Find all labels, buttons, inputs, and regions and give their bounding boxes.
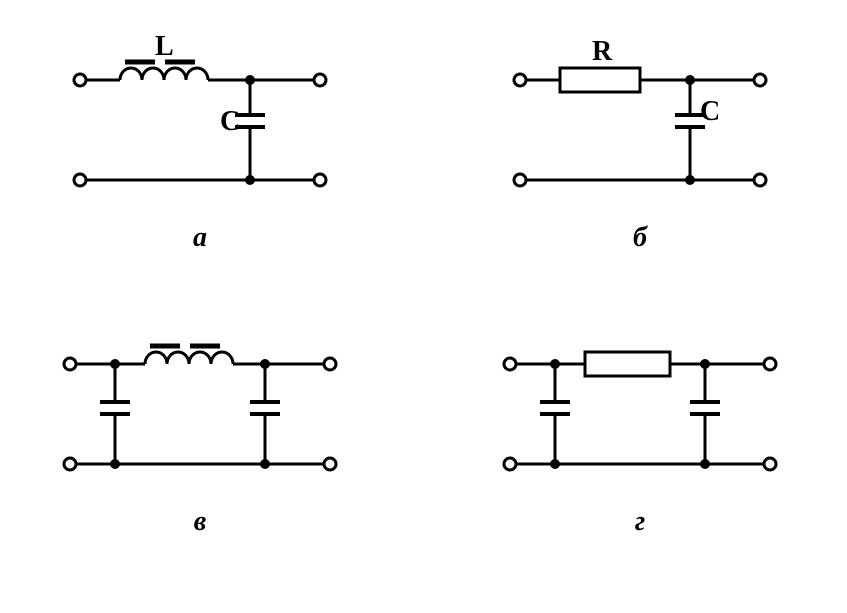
node: [700, 459, 710, 469]
terminal: [314, 74, 326, 86]
resistor-icon: [560, 68, 640, 92]
inductor-label: L: [155, 31, 174, 62]
terminal: [504, 358, 516, 370]
terminal: [764, 458, 776, 470]
terminal: [754, 74, 766, 86]
circuit-label-v: в: [194, 506, 207, 538]
terminal: [504, 458, 516, 470]
terminal: [324, 458, 336, 470]
circuit-label-b: б: [633, 222, 647, 254]
circuit-g-svg: [490, 314, 790, 494]
terminal: [514, 174, 526, 186]
inductor-icon: [120, 68, 208, 80]
circuit-a: L C а: [30, 30, 370, 254]
capacitor-label: C: [220, 106, 240, 137]
circuit-b: R C б: [470, 30, 810, 254]
node: [550, 459, 560, 469]
terminal: [764, 358, 776, 370]
resistor-label: R: [592, 36, 613, 67]
terminal: [324, 358, 336, 370]
capacitor-label: C: [700, 96, 720, 127]
node: [260, 459, 270, 469]
resistor-icon: [585, 352, 670, 376]
circuit-b-svg: R C: [500, 30, 780, 210]
node: [685, 175, 695, 185]
circuit-a-svg: L C: [60, 30, 340, 210]
terminal: [74, 74, 86, 86]
terminal: [64, 358, 76, 370]
terminal: [754, 174, 766, 186]
terminal: [74, 174, 86, 186]
inductor-icon: [145, 352, 233, 364]
node: [110, 459, 120, 469]
circuit-v: в: [30, 314, 370, 538]
terminal: [314, 174, 326, 186]
circuit-grid: L C а R: [30, 30, 810, 538]
terminal: [514, 74, 526, 86]
circuit-v-svg: [50, 314, 350, 494]
circuit-label-g: г: [635, 506, 645, 538]
circuit-label-a: а: [193, 222, 207, 254]
terminal: [64, 458, 76, 470]
node: [245, 175, 255, 185]
circuit-g: г: [470, 314, 810, 538]
